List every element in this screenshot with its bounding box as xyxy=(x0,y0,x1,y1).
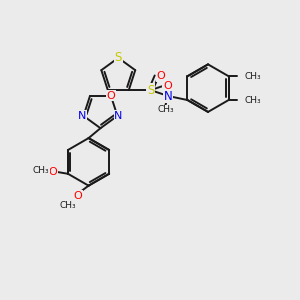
Text: CH₃: CH₃ xyxy=(33,166,50,175)
Text: O: O xyxy=(106,91,115,101)
Text: N: N xyxy=(164,90,173,103)
Text: S: S xyxy=(115,51,122,64)
Text: O: O xyxy=(49,167,58,177)
Text: N: N xyxy=(114,111,123,121)
Text: CH₃: CH₃ xyxy=(157,105,174,114)
Text: O: O xyxy=(73,190,82,201)
Text: O: O xyxy=(156,71,165,81)
Text: S: S xyxy=(147,84,154,97)
Text: N: N xyxy=(78,111,87,121)
Text: CH₃: CH₃ xyxy=(59,201,76,210)
Text: O: O xyxy=(163,81,172,91)
Text: CH₃: CH₃ xyxy=(244,72,261,81)
Text: CH₃: CH₃ xyxy=(244,95,261,104)
